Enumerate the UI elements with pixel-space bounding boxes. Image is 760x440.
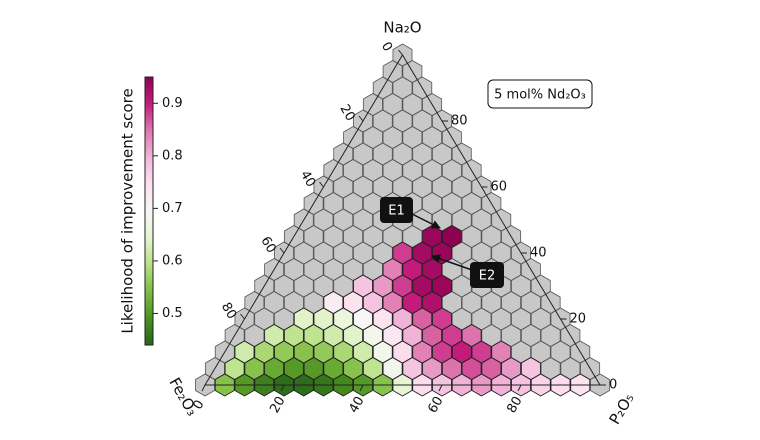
- colorbar-gradient: [144, 76, 154, 346]
- axis-title: Na₂O: [383, 19, 421, 37]
- hex-cell: [293, 307, 314, 331]
- callout-label: E2: [479, 269, 496, 284]
- tick-mark: [280, 384, 285, 392]
- na2o-tick-label: 80: [451, 114, 468, 129]
- hex-cell: [353, 274, 373, 298]
- triangle-frame: [204, 54, 601, 386]
- tick-mark: [438, 384, 443, 392]
- colorbar-tick-label: 0.9: [162, 96, 183, 111]
- annotation-box: [487, 79, 593, 109]
- tick-mark: [240, 313, 245, 320]
- na2o-tick-label: 40: [530, 246, 547, 261]
- p2o5-tick-label: 20: [267, 394, 288, 416]
- colorbar-tick-label: 0.6: [162, 253, 183, 268]
- hex-cell: [491, 340, 512, 364]
- hex-layer: [195, 43, 610, 397]
- callout-box: [380, 197, 413, 223]
- p2o5-tick-label: 40: [346, 394, 367, 416]
- fe2o3-tick-label: 0: [378, 40, 395, 55]
- colorbar-tick-label: 0.7: [162, 201, 183, 216]
- colorbar-tick-label: 0.8: [162, 148, 183, 163]
- hex-cell: [441, 224, 462, 249]
- p2o5-tick-label: 60: [425, 394, 446, 416]
- tick-mark: [517, 384, 522, 392]
- hex-cell: [323, 290, 344, 315]
- colorbar-label: Likelihood of improvement score: [119, 88, 137, 333]
- colorbar-tick-label: 0.5: [162, 306, 183, 321]
- na2o-tick-label: 20: [570, 312, 587, 327]
- hex-cell: [234, 340, 255, 364]
- hex-cell: [264, 323, 285, 348]
- fe2o3-tick-label: 40: [297, 168, 318, 190]
- callout-box: [470, 262, 504, 288]
- callout-arrow: [431, 254, 473, 271]
- tick-mark: [201, 384, 206, 392]
- fe2o3-tick-label: 20: [336, 102, 357, 124]
- hex-cell: [520, 356, 541, 381]
- callout-label: E1: [388, 204, 405, 219]
- hex-cell: [392, 241, 413, 265]
- callout-arrow: [411, 213, 441, 229]
- tick-mark: [279, 247, 285, 254]
- hex-cell: [461, 323, 482, 348]
- hex-cell: [422, 224, 443, 249]
- tick-mark: [359, 384, 364, 392]
- na2o-tick-label: 0: [609, 378, 617, 393]
- fe2o3-tick-label: 60: [257, 234, 278, 256]
- axis-title: P₂O₅: [606, 390, 638, 427]
- tick-mark: [319, 181, 324, 188]
- tick-mark: [358, 115, 364, 122]
- tick-mark: [398, 49, 403, 56]
- fe2o3-tick-label: 80: [218, 300, 239, 322]
- colorbar: 0.5 0.6 0.7 0.8 0.9 Likelihood of improvement…: [119, 76, 183, 346]
- annotation: 5 mol% Nd₂O₃: [494, 88, 586, 103]
- na2o-tick-label: 60: [491, 180, 508, 195]
- p2o5-tick-label: 80: [504, 394, 525, 416]
